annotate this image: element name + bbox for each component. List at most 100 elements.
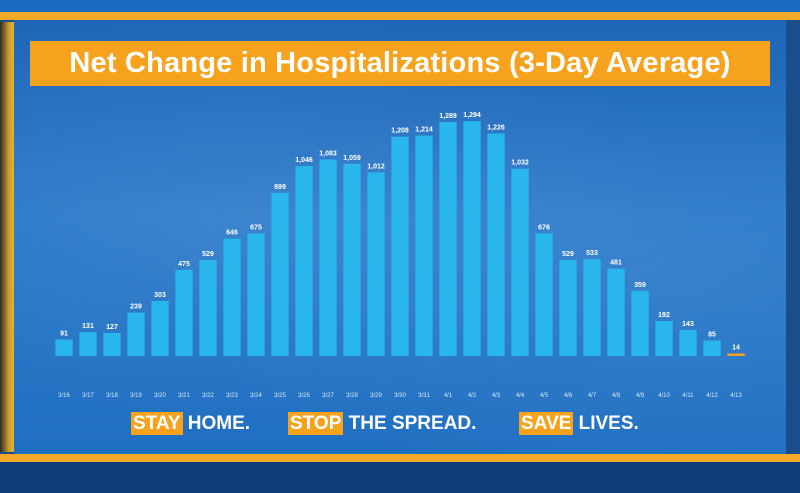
x-tick-label-4/1: 4/1 [444,393,453,399]
x-tick-label-4/3: 4/3 [492,393,501,399]
bar-4/3 [487,133,505,356]
slogan-stop-highlight: STOP [288,412,344,435]
value-label-3/21: 475 [178,261,190,268]
x-tick-label-4/11: 4/11 [682,393,694,399]
x-tick-label-3/31: 3/31 [418,393,430,399]
title-banner: Net Change in Hospitalizations (3-Day Av… [30,41,770,86]
value-label-4/13: 14 [732,345,740,352]
x-tick-label-3/30: 3/30 [394,393,406,399]
bar-3/19 [127,312,145,356]
value-label-3/30: 1,208 [391,128,409,135]
slogan-stay-text: HOME. [182,413,251,434]
value-label-3/17: 131 [82,323,94,330]
value-label-4/3: 1,226 [487,124,505,131]
x-tick-label-3/29: 3/29 [370,393,382,399]
bar-3/27 [319,159,337,356]
value-label-3/27: 1,083 [319,150,337,157]
bar-3/20 [151,301,169,356]
slogan-stop-spread: STOP THE SPREAD. [288,412,477,435]
value-label-3/25: 899 [274,184,286,191]
value-label-4/4: 1,032 [511,160,529,167]
slogan-stop-text: THE SPREAD. [343,413,477,434]
x-tick-label-3/24: 3/24 [250,393,262,399]
value-label-3/19: 239 [130,304,142,311]
x-tick-label-4/2: 4/2 [468,393,477,399]
value-label-4/7: 533 [586,250,598,257]
bar-4/8 [607,268,625,356]
x-tick-label-4/13: 4/13 [730,393,742,399]
value-label-4/2: 1,294 [463,112,481,119]
slogan-save-highlight: SAVE [519,412,574,435]
x-tick-label-4/4: 4/4 [516,393,525,399]
chart-title: Net Change in Hospitalizations (3-Day Av… [69,47,731,79]
value-label-3/24: 675 [250,225,262,232]
bar-4/11 [679,330,697,356]
value-label-4/1: 1,289 [439,113,457,120]
bar-4/2 [463,121,481,356]
x-tick-label-3/26: 3/26 [298,393,310,399]
x-tick-label-3/25: 3/25 [274,393,286,399]
bar-3/22 [199,260,217,356]
left-edge-strip [0,22,14,452]
value-label-3/22: 529 [202,251,214,258]
bar-3/31 [415,135,433,356]
bar-3/18 [103,332,121,356]
bottom-band [0,462,800,493]
value-label-3/29: 1,012 [367,163,385,170]
slogan-save-lives: SAVE LIVES. [519,412,639,435]
bar-4/10 [655,321,673,356]
x-tick-label-4/7: 4/7 [588,393,597,399]
x-tick-label-4/9: 4/9 [636,393,645,399]
bar-3/17 [79,332,97,356]
bar-4/1 [439,122,457,356]
slogan-save-text: LIVES. [573,413,639,434]
bar-3/24 [247,233,265,356]
value-label-4/9: 359 [634,282,646,289]
bar-4/5 [535,233,553,356]
value-label-3/31: 1,214 [415,127,433,134]
bar-3/28 [343,163,361,356]
bar-3/23 [223,238,241,356]
top-gold-line [0,12,800,20]
value-label-4/12: 85 [708,332,716,339]
x-tick-label-3/17: 3/17 [82,393,94,399]
bar-4/6 [559,260,577,356]
bar-3/30 [391,136,409,356]
value-label-4/5: 676 [538,224,550,231]
bar-4/12 [703,340,721,356]
bar-4/7 [583,259,601,356]
bar-3/16 [55,339,73,356]
value-label-3/20: 303 [154,292,166,299]
bar-4/9 [631,290,649,356]
x-tick-label-3/20: 3/20 [154,393,166,399]
x-tick-label-3/21: 3/21 [178,393,190,399]
value-label-4/11: 143 [682,321,694,328]
x-tick-label-4/10: 4/10 [658,393,670,399]
value-label-3/18: 127 [106,324,118,331]
slogan-stay-home: STAY HOME. [131,412,251,435]
bar-3/25 [271,192,289,356]
value-label-4/10: 192 [658,312,670,319]
x-tick-label-3/16: 3/16 [58,393,70,399]
bar-4/13 [727,353,745,356]
x-tick-label-3/23: 3/23 [226,393,238,399]
x-tick-label-4/12: 4/12 [706,393,718,399]
x-tick-label-3/22: 3/22 [202,393,214,399]
slogan-stay-highlight: STAY [131,412,183,435]
x-tick-label-3/19: 3/19 [130,393,142,399]
value-label-3/23: 646 [226,230,238,237]
value-label-3/26: 1,046 [295,157,313,164]
value-label-4/6: 529 [562,251,574,258]
x-tick-label-4/6: 4/6 [564,393,573,399]
value-label-3/28: 1,059 [343,155,361,162]
x-tick-label-3/28: 3/28 [346,393,358,399]
x-tick-label-4/8: 4/8 [612,393,621,399]
bar-4/4 [511,168,529,356]
top-band [0,0,800,12]
bottom-gold-line [0,454,800,462]
x-tick-label-3/18: 3/18 [106,393,118,399]
bar-3/21 [175,269,193,356]
x-tick-label-3/27: 3/27 [322,393,334,399]
bar-3/29 [367,172,385,356]
